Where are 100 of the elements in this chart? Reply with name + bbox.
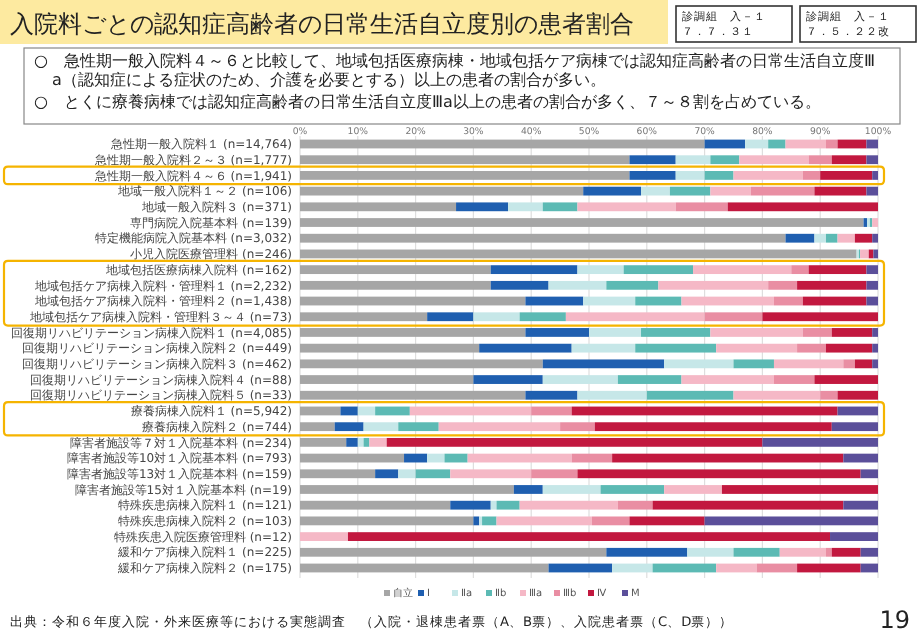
bar: [508, 202, 543, 212]
bar: [612, 563, 653, 573]
bar: [300, 312, 428, 322]
bar: [450, 500, 491, 510]
bar: [745, 139, 769, 149]
bar: [802, 171, 821, 180]
bar: [347, 532, 831, 541]
bar: [843, 453, 878, 463]
bar: [825, 233, 838, 243]
bar: [808, 155, 832, 165]
bar: [490, 265, 578, 275]
bar: [710, 328, 803, 337]
bar: [560, 422, 595, 432]
bar: [704, 312, 763, 322]
bar: [490, 280, 549, 290]
bar: [398, 422, 439, 432]
bar: [300, 453, 405, 463]
bar: [872, 218, 878, 227]
bar: [542, 375, 618, 384]
bar: [606, 280, 659, 290]
bar: [727, 202, 878, 212]
bar: [866, 155, 878, 165]
bar: [710, 186, 751, 196]
bar: [675, 155, 711, 165]
bar: [814, 233, 826, 243]
text: ○ とくに療養病棟では認知症高齢者の日常生活自立度Ⅲa以上の患者の割合が多く、７～８割を占めている。: [34, 93, 821, 111]
bar: [785, 139, 826, 149]
bar: [831, 547, 861, 557]
bar: [300, 547, 607, 557]
bar: [456, 202, 509, 212]
bar: [427, 453, 445, 463]
bar: [591, 516, 630, 526]
bar: [525, 390, 578, 400]
bar: [664, 485, 722, 494]
bar: [300, 265, 491, 275]
bar: [496, 516, 592, 526]
bar: [409, 406, 532, 416]
bar: [866, 139, 878, 149]
bar: [542, 202, 578, 212]
bar: [820, 171, 873, 180]
text: ○ 急性期一般入院料４～６と比較して、地域包括医療病棟・地域包括ケア病棟では認知症高齢者の日常生活自立度Ⅲa（認知症による症状のため、介護を必要とする）以上の患者の割合が多い。: [34, 52, 875, 89]
bar: [300, 516, 474, 526]
bar: [531, 469, 578, 479]
bar: [490, 500, 497, 510]
bar: [548, 280, 607, 290]
bar: [675, 202, 728, 212]
bar: [583, 296, 636, 306]
bar: [825, 139, 838, 149]
bar: [831, 422, 878, 432]
bar: [635, 343, 717, 353]
bar: [773, 296, 803, 306]
bar: [762, 312, 878, 322]
bar: [629, 516, 705, 526]
bar: [482, 516, 497, 526]
bar: [583, 186, 642, 196]
bar: [773, 359, 844, 369]
bar: [444, 453, 468, 463]
bar: [797, 343, 826, 353]
bar: [675, 171, 705, 180]
bar: [363, 422, 399, 432]
bar: [797, 563, 861, 573]
bar: [300, 186, 584, 196]
bar: [716, 563, 757, 573]
bar: [768, 139, 786, 149]
bar: [704, 516, 878, 526]
bar: [300, 218, 864, 227]
text: 19: [879, 606, 910, 634]
bar: [300, 233, 786, 243]
bar: [571, 343, 636, 353]
bar: [473, 375, 543, 384]
bar: [525, 296, 584, 306]
bar: [473, 516, 480, 526]
bar: [831, 155, 867, 165]
bar: [646, 390, 734, 400]
bar: [617, 500, 653, 510]
bar: [710, 155, 740, 165]
bar: [300, 280, 491, 290]
bar: [831, 328, 873, 337]
bar: [375, 406, 410, 416]
bar: [872, 343, 878, 353]
bar: [300, 359, 543, 369]
bar: [606, 547, 688, 557]
bar: [750, 186, 815, 196]
bar: [830, 532, 878, 541]
bar: [825, 547, 832, 557]
bar: [300, 406, 341, 416]
bar: [577, 202, 676, 212]
bar: [739, 155, 809, 165]
bar: [346, 437, 358, 447]
bar: [860, 547, 878, 557]
bar: [843, 500, 878, 510]
bar: [635, 296, 682, 306]
bar: [860, 249, 869, 259]
bar: [687, 547, 734, 557]
bar: [300, 485, 514, 494]
bar: [854, 359, 873, 369]
bar: [843, 359, 855, 369]
bar: [733, 171, 803, 180]
bar: [450, 469, 532, 479]
bar: [733, 390, 821, 400]
